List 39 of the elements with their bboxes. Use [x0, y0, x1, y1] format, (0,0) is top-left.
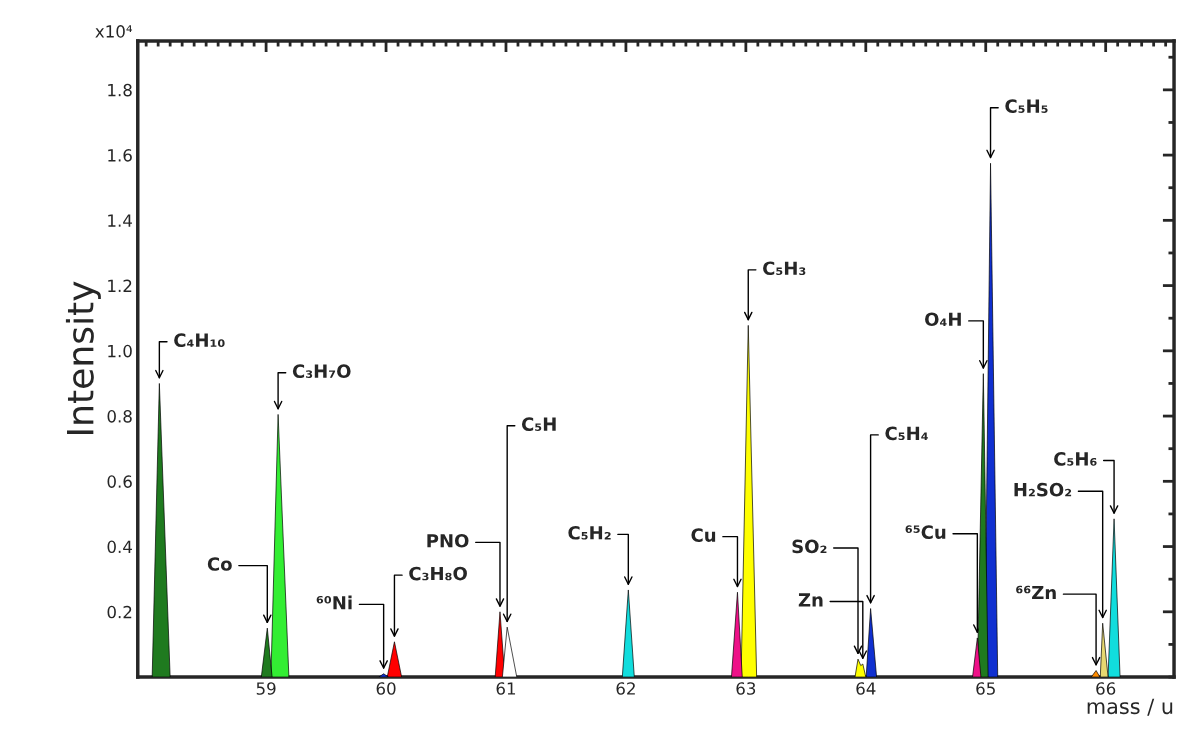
y-tick-label: 1.4 — [108, 214, 132, 227]
y-tick-label: 0.8 — [107, 410, 132, 423]
y-tick-label: 0.2 — [107, 605, 132, 619]
y-tick-label: 1.2 — [108, 279, 132, 292]
annotation: Cu — [691, 528, 716, 542]
annotation: C₃H₇O — [292, 364, 351, 379]
annotation: Co — [207, 557, 232, 571]
annotation: C₅H₃ — [763, 261, 806, 276]
annotation: ⁶⁶Zn — [1016, 585, 1056, 600]
x-tick-label: 62 — [616, 682, 635, 695]
text: x10⁴ — [95, 25, 133, 38]
annotation: C₄H₁₀ — [174, 333, 225, 348]
annotation: C₅H₂ — [568, 525, 611, 540]
y-tick-label: 0.4 — [107, 540, 132, 554]
y-tick-label: 1.8 — [108, 83, 132, 97]
annotation: Zn — [798, 593, 823, 607]
annotation: H₂SO₂ — [1014, 482, 1072, 497]
annotation: ⁶⁰Ni — [316, 595, 352, 610]
x-tick-label: 65 — [976, 682, 995, 695]
annotation: O₄H — [925, 312, 961, 327]
annotation: C₅H₆ — [1054, 452, 1097, 466]
annotation: C₃H₈O — [409, 566, 467, 581]
x-axis-title: mass / u — [1087, 698, 1173, 716]
x-tick-label: 59 — [256, 682, 276, 695]
x-tick-label: 63 — [736, 682, 756, 695]
y-tick-label: 1.0 — [108, 344, 132, 358]
annotation: C₅H₅ — [1005, 99, 1048, 113]
annotation: ⁶⁵Cu — [905, 525, 946, 539]
annotation: C₅H — [521, 417, 556, 431]
x-tick-label: 60 — [376, 682, 396, 695]
annotation: C₅H₄ — [885, 426, 928, 441]
y-tick-label: 1.6 — [108, 149, 132, 162]
x-tick-label: 61 — [496, 682, 516, 695]
annotation: PNO — [427, 533, 469, 548]
x-tick-label: 64 — [856, 682, 876, 695]
x-tick-label: 66 — [1096, 682, 1116, 695]
y-axis-title: Intensity — [65, 281, 101, 435]
y-tick-label: 0.6 — [107, 475, 132, 488]
annotation: SO₂ — [792, 539, 827, 554]
